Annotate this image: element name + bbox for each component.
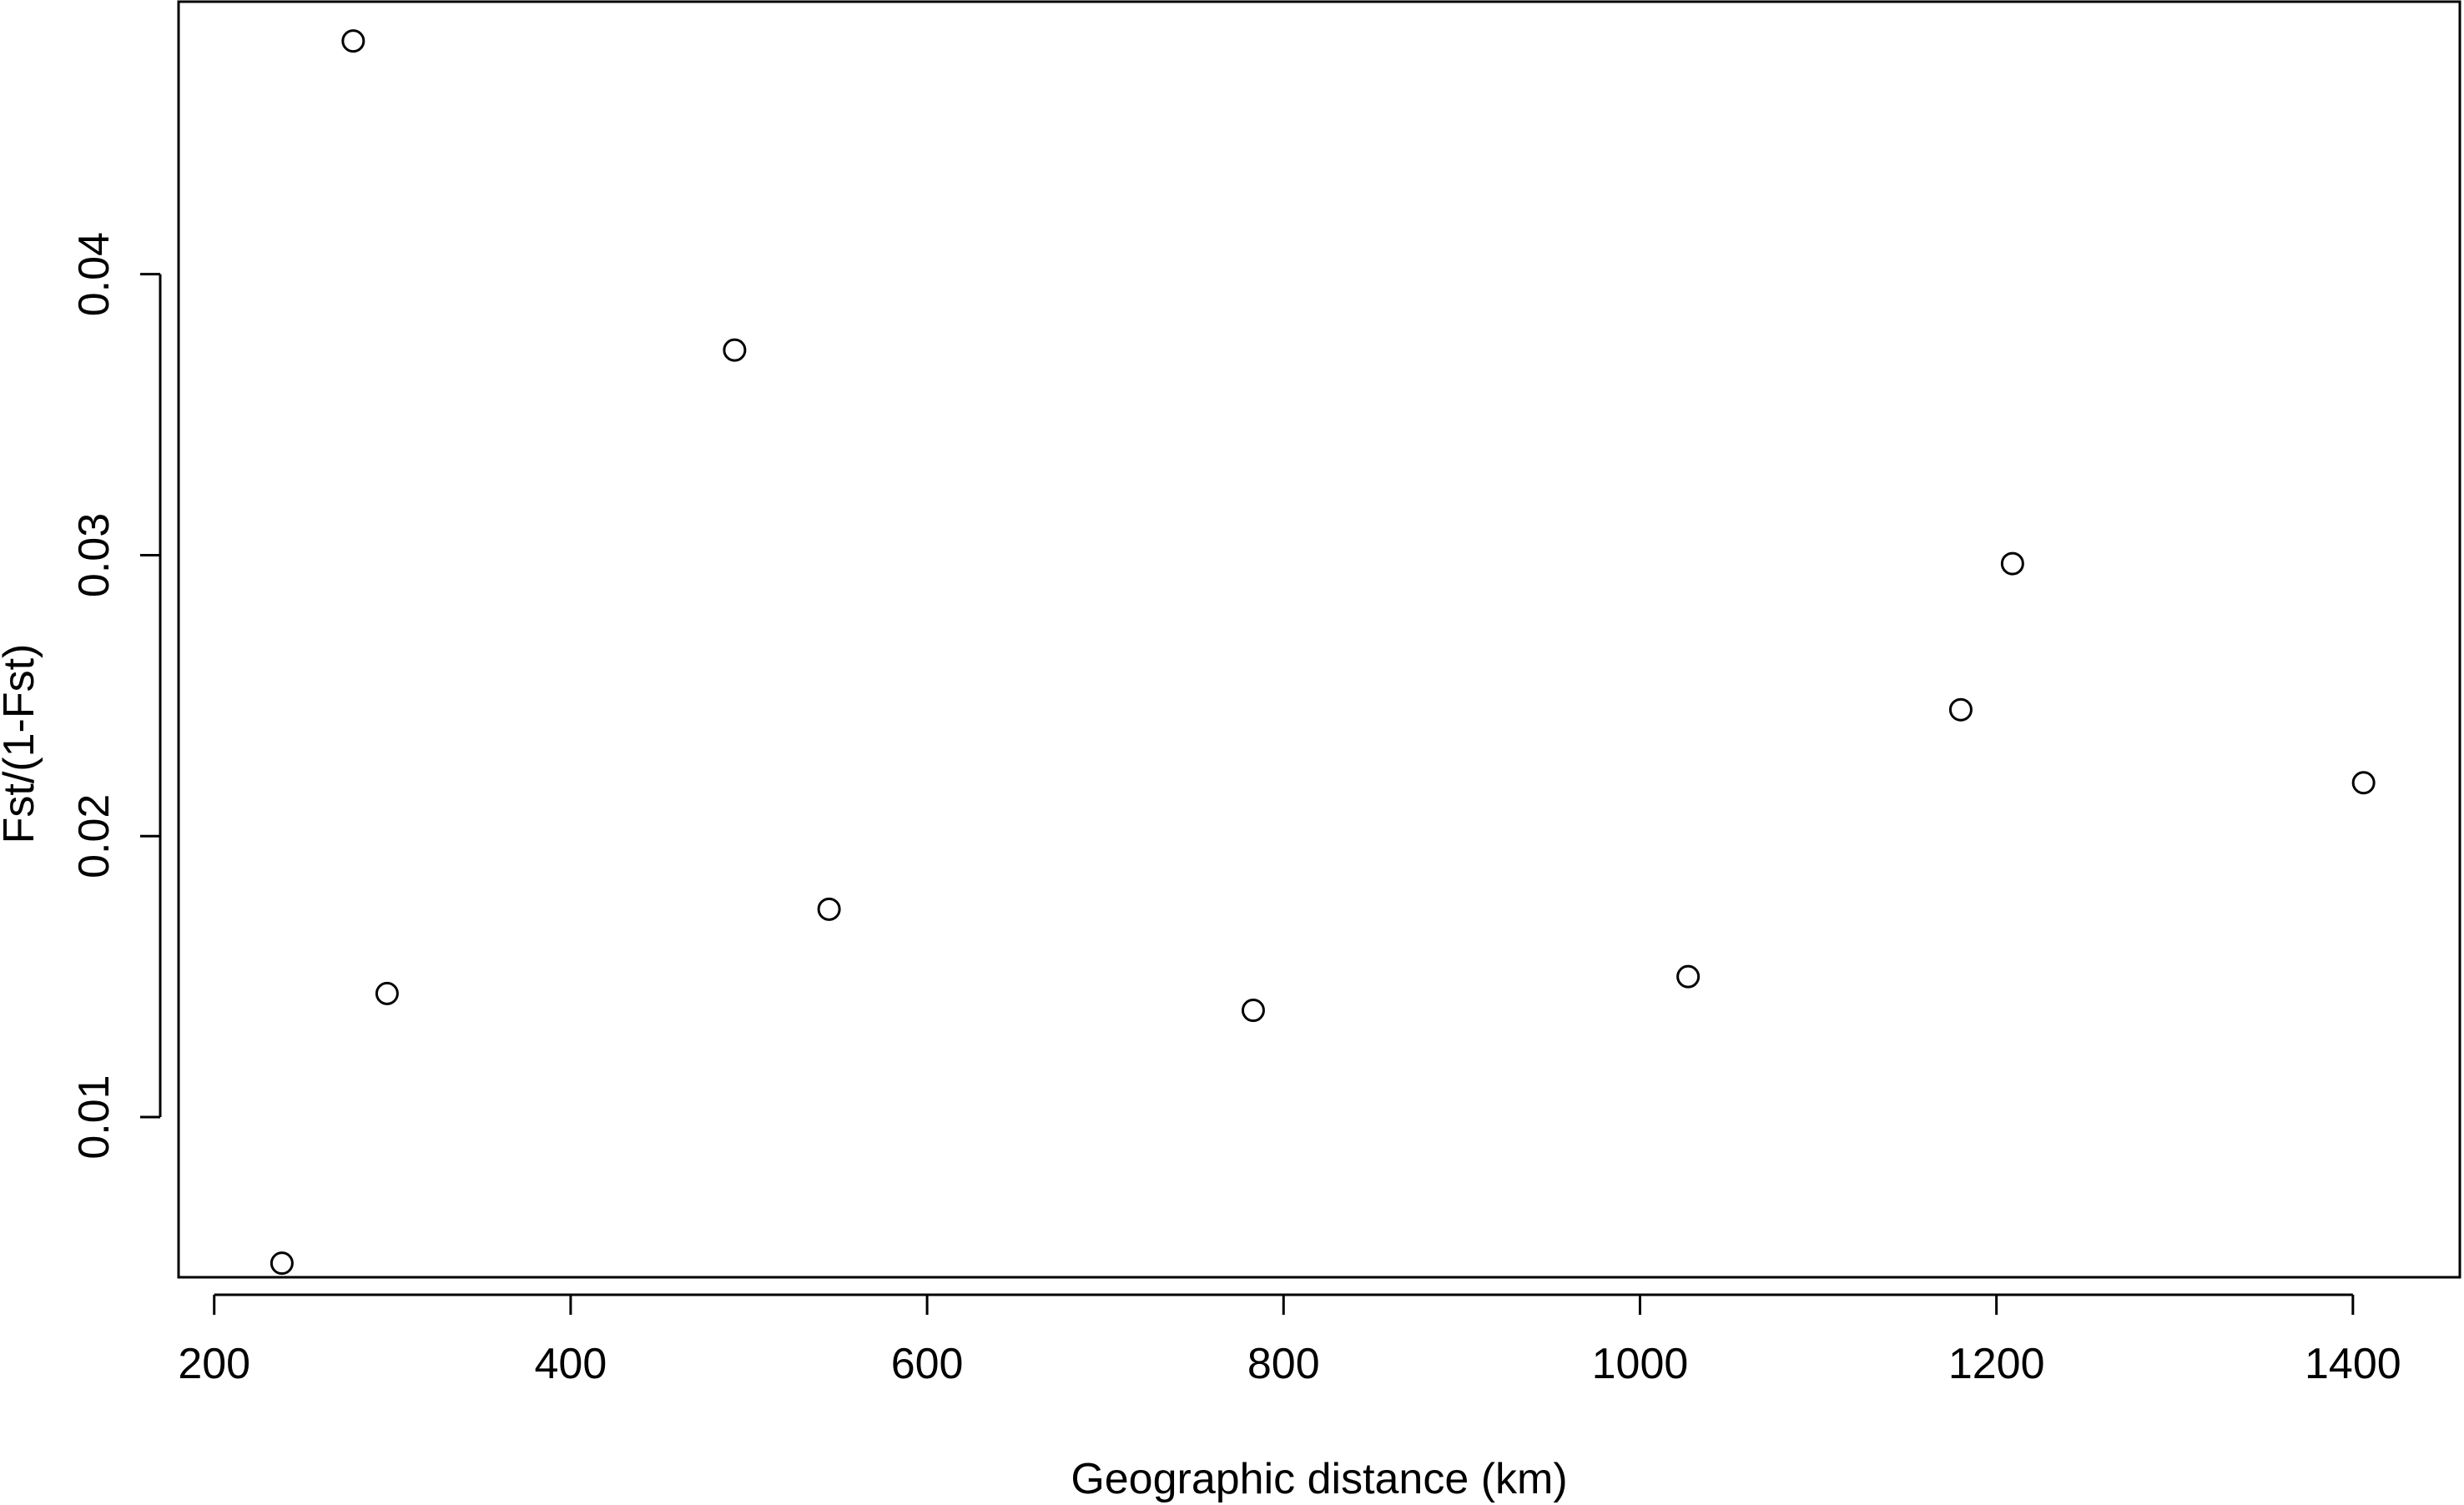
data-points [270,29,2376,1276]
x-axis-label: Geographic distance (km) [1071,1455,1567,1503]
x-tick-label: 200 [178,1340,250,1388]
y-axis-ticks: 0.01 0.02 0.03 0.04 [70,232,160,1160]
y-tick-label: 0.04 [70,232,118,316]
data-point [1676,964,1701,989]
data-point [270,1251,294,1276]
plot-frame [177,0,2461,1279]
data-point [375,981,399,1005]
data-point [341,29,365,53]
data-point [1241,999,1265,1023]
x-tick-label: 600 [891,1340,964,1388]
data-point [723,338,747,362]
x-tick-label: 400 [535,1340,607,1388]
x-tick-label: 1400 [2305,1340,2401,1388]
x-tick-label: 1200 [1948,1340,2045,1388]
data-point [2351,771,2376,795]
x-tick-label: 800 [1247,1340,1320,1388]
y-axis-label: Fst/(1-Fst) [0,644,43,844]
data-point [817,897,841,921]
y-tick-label: 0.01 [70,1075,118,1159]
data-point [1948,697,1973,722]
y-tick-label: 0.03 [70,513,118,597]
x-tick-label: 1000 [1592,1340,1689,1388]
x-axis-ticks: 200 400 600 800 1000 1200 1400 [178,1295,2401,1388]
y-tick-label: 0.02 [70,794,118,878]
data-point [2000,551,2024,576]
